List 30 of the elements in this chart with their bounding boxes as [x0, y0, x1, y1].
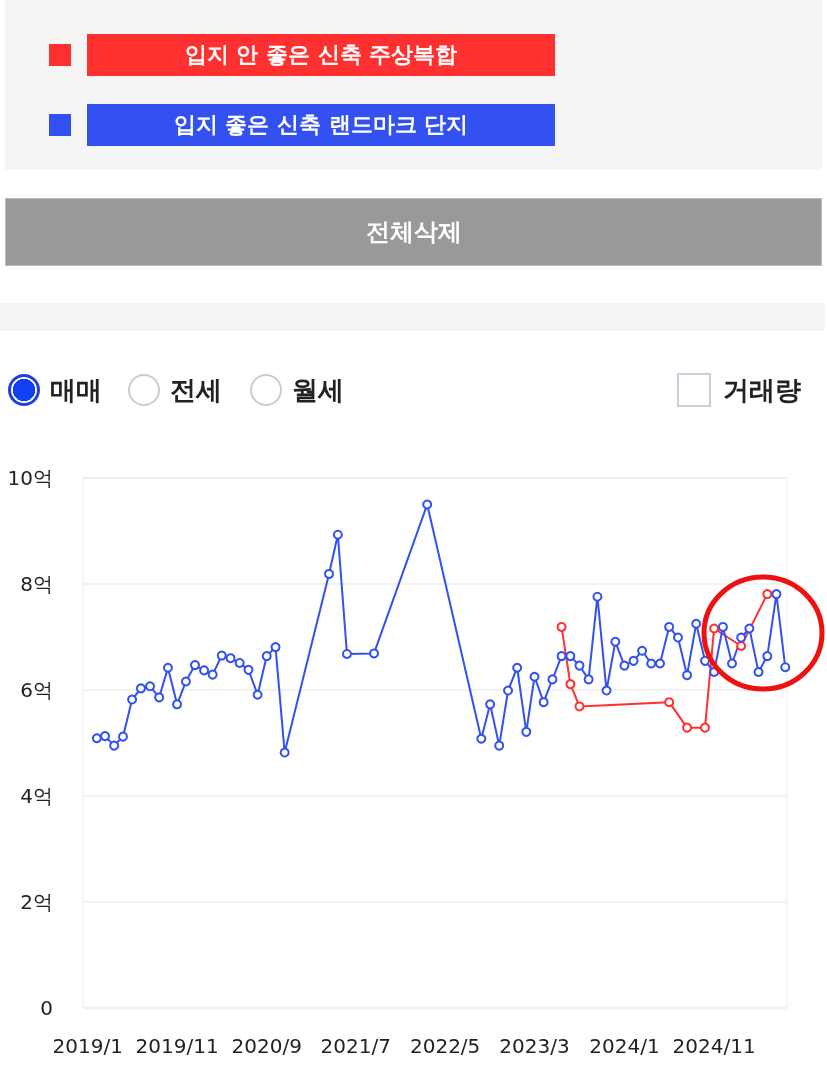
- y-tick-label: 4억: [20, 784, 53, 808]
- point: [736, 641, 747, 652]
- y-tick-label: 10억: [7, 466, 53, 490]
- point: [556, 621, 567, 632]
- y-tick-label: 0: [40, 996, 53, 1020]
- point: [664, 697, 675, 708]
- point: [762, 589, 773, 600]
- x-tick-label: 2021/7: [320, 1034, 391, 1058]
- text: 매매: [50, 373, 102, 407]
- y-tick-label: 6억: [20, 678, 53, 702]
- text: 월세: [292, 373, 344, 407]
- text: 입지 안 좋은 신축 주상복합: [87, 34, 555, 76]
- x-tick-label: 2024/1: [589, 1034, 660, 1058]
- point: [574, 701, 585, 712]
- text: 전세: [170, 373, 222, 407]
- point: [565, 679, 576, 690]
- y-tick-label: 2억: [20, 890, 53, 914]
- point: [709, 623, 720, 634]
- x-tick-label: 2024/11: [672, 1034, 756, 1058]
- button: 전체삭제: [5, 198, 822, 266]
- point: [682, 722, 693, 733]
- x-tick-label: 2019/11: [135, 1034, 219, 1058]
- x-tick-label: 2023/3: [499, 1034, 570, 1058]
- x-tick-label: 2019/1: [52, 1034, 123, 1058]
- text: 입지 좋은 신축 랜드마크 단지: [87, 104, 555, 146]
- point: [700, 722, 710, 733]
- x-tick-label: 2022/5: [409, 1034, 481, 1058]
- y-tick-label: 8억: [20, 572, 53, 596]
- x-tick-label: 2020/9: [231, 1034, 302, 1058]
- text: 거래량: [723, 373, 801, 407]
